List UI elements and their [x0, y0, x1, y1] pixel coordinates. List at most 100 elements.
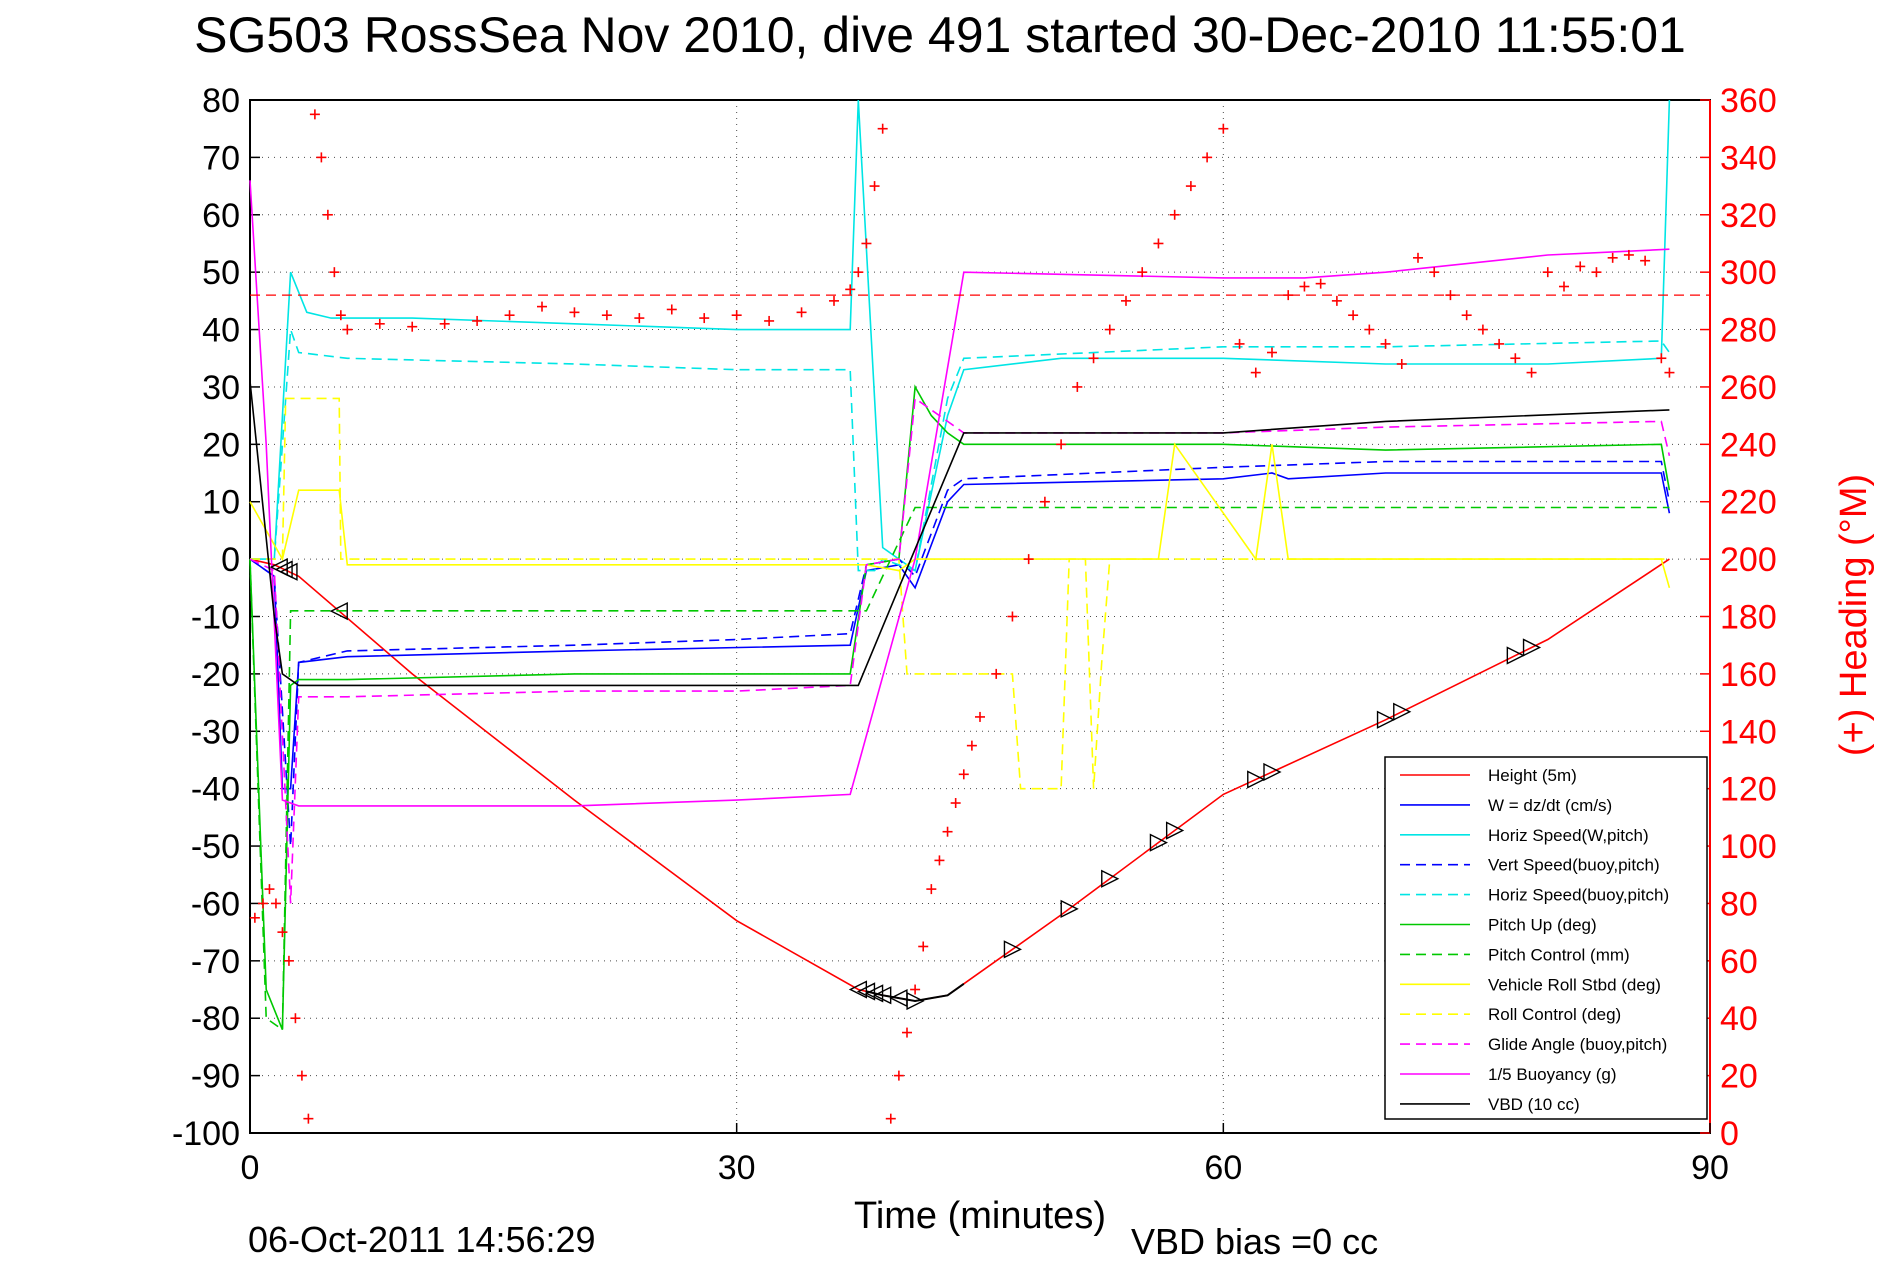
heading-marker [1267, 347, 1277, 358]
legend-label: W = dz/dt (cm/s) [1488, 796, 1612, 815]
heading-marker [270, 898, 281, 909]
heading-marker [374, 318, 385, 329]
heading-marker [1542, 267, 1553, 278]
heading-marker [296, 1070, 307, 1081]
y-tick-label: -50 [191, 828, 240, 866]
heading-marker [975, 711, 985, 722]
height-marker [1263, 762, 1282, 782]
series-line [249, 396, 1671, 904]
y-right-tick-label: 60 [1720, 943, 1758, 981]
heading-marker [504, 310, 515, 321]
heading-marker [407, 321, 418, 332]
legend-label: Horiz Speed(buoy,pitch) [1488, 886, 1669, 905]
heading-marker [634, 313, 645, 324]
y-tick-label: -10 [191, 599, 240, 637]
height-marker [856, 982, 876, 1001]
heading-marker [1494, 338, 1505, 349]
y-tick-label: 40 [202, 312, 240, 350]
heading-marker [303, 1113, 314, 1124]
legend-label: Pitch Up (deg) [1488, 916, 1597, 935]
heading-marker [877, 123, 888, 134]
y-tick-label: -70 [191, 943, 240, 981]
heading-marker [472, 315, 483, 326]
height-marker [329, 602, 348, 621]
heading-marker [1088, 353, 1099, 364]
height-bottom-segment [866, 982, 965, 1003]
height-marker [1393, 702, 1412, 721]
heading-marker [1623, 249, 1634, 260]
y-right-tick-label: 260 [1720, 369, 1777, 407]
heading-marker [322, 209, 333, 220]
heading-marker [1445, 290, 1456, 301]
y-right-tick-label: 0 [1720, 1115, 1739, 1153]
series-line [249, 506, 1670, 1032]
heading-marker [699, 313, 710, 324]
heading-marker [1607, 252, 1618, 263]
x-tick-label: 30 [718, 1149, 756, 1187]
heading-marker [342, 324, 353, 335]
y-right-tick-label: 340 [1720, 139, 1777, 177]
y-right-tick-label: 40 [1720, 1000, 1758, 1038]
heading-marker [290, 1013, 301, 1024]
y-right-tick-label: 200 [1720, 541, 1777, 579]
heading-marker [966, 740, 977, 751]
heading-marker [796, 307, 807, 318]
heading-marker [1640, 255, 1651, 266]
y-right-tick-label: 100 [1720, 828, 1777, 866]
right-axis-label: (+) Heading (°M) [1833, 474, 1875, 756]
heading-marker [1477, 324, 1488, 335]
heading-marker [1234, 338, 1245, 349]
heading-marker [1218, 123, 1229, 134]
heading-marker [1656, 353, 1667, 364]
legend-label: Vert Speed(buoy,pitch) [1488, 856, 1660, 875]
x-tick-label: 60 [1204, 1149, 1242, 1187]
heading-marker [1299, 281, 1310, 292]
y-right-tick-label: 240 [1720, 426, 1777, 464]
heading-marker [885, 1113, 896, 1124]
y-tick-label: 20 [202, 426, 240, 464]
y-right-tick-label: 320 [1720, 197, 1777, 235]
series-line [250, 329, 1671, 572]
heading-marker [1202, 152, 1213, 163]
heading-marker [861, 238, 872, 249]
height-marker [1101, 869, 1120, 888]
series-line [250, 397, 1670, 790]
heading-layer [249, 109, 1710, 1124]
heading-marker [1250, 367, 1261, 378]
heading-marker [1137, 267, 1148, 278]
heading-marker [1396, 358, 1407, 369]
y-right-tick-label: 80 [1720, 885, 1758, 923]
heading-marker [1072, 381, 1083, 392]
heading-marker [1153, 238, 1164, 249]
heading-marker [1429, 267, 1440, 278]
heading-marker [1413, 252, 1423, 263]
height-marker [1506, 646, 1525, 665]
heading-marker [1056, 439, 1067, 450]
heading-marker [991, 668, 1002, 679]
heading-marker [1039, 496, 1050, 507]
heading-marker [1023, 554, 1034, 565]
y-right-tick-label: 120 [1720, 771, 1777, 809]
x-tick-label: 0 [241, 1149, 260, 1187]
heading-marker [249, 912, 260, 923]
legend-label: Roll Control (deg) [1488, 1005, 1621, 1024]
heading-marker [1169, 209, 1180, 220]
y-tick-label: -100 [172, 1115, 240, 1153]
y-right-tick-label: 220 [1720, 484, 1777, 522]
heading-marker [1575, 261, 1586, 272]
y-tick-label: -60 [191, 885, 240, 923]
legend-label: Glide Angle (buoy,pitch) [1488, 1035, 1667, 1054]
heading-marker [1380, 338, 1391, 349]
legend: Height (5m) W = dz/dt (cm/s) Horiz Speed(W… [1384, 756, 1708, 1120]
y-tick-label: -80 [191, 1000, 240, 1038]
heading-marker [283, 955, 294, 966]
y-tick-label: 50 [202, 254, 240, 292]
footer-vbd-bias: VBD bias =0 cc [1131, 1221, 1378, 1262]
heading-marker [316, 152, 327, 163]
heading-marker [934, 855, 945, 866]
heading-marker [309, 109, 320, 120]
legend-label: Height (5m) [1488, 766, 1577, 785]
legend-label: VBD (10 cc) [1488, 1095, 1580, 1114]
heading-marker [926, 884, 937, 895]
